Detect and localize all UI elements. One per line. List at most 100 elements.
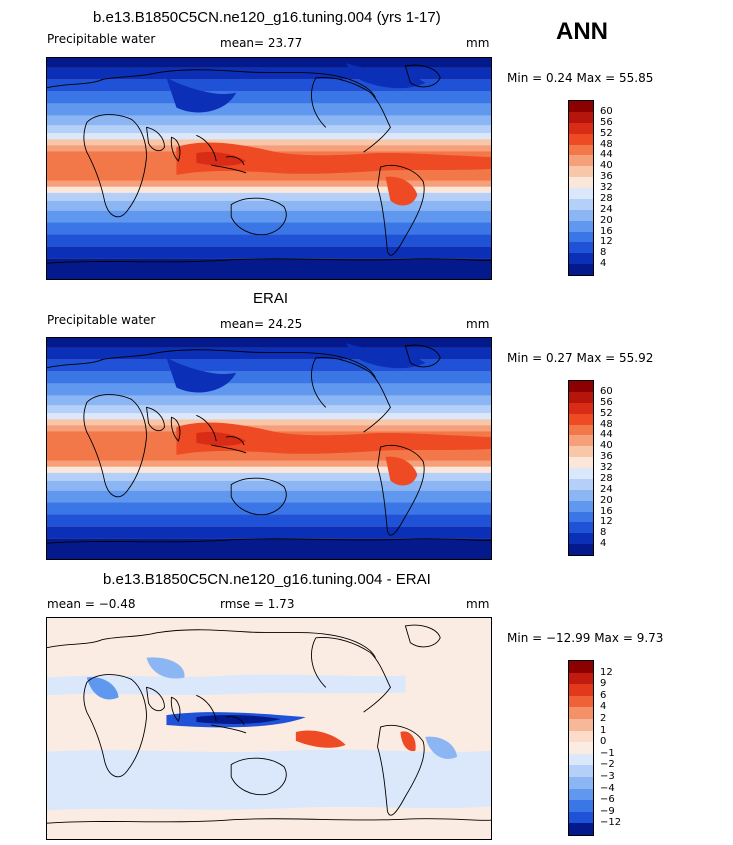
contour-band bbox=[47, 472, 491, 481]
colorbar-swatch bbox=[569, 391, 593, 403]
colorbar-tick-label: 60 bbox=[600, 385, 613, 397]
colorbar-tick-label: 12 bbox=[600, 666, 613, 678]
contour-band bbox=[47, 359, 491, 372]
colorbar-tick-label: 32 bbox=[600, 182, 613, 193]
contour-band bbox=[47, 145, 491, 152]
contour-band bbox=[47, 347, 491, 360]
colorbar-swatch bbox=[569, 788, 593, 801]
map-field-svg bbox=[47, 58, 491, 279]
colorbar-tick-label: 16 bbox=[600, 225, 613, 237]
panel-2-mean-label: mean= 24.25 bbox=[220, 317, 303, 331]
panel-2-variable-label: Precipitable water bbox=[47, 313, 156, 327]
colorbar-tick-label: 6 bbox=[600, 689, 607, 701]
colorbar-tick-label: −4 bbox=[600, 782, 615, 794]
panel-2-minmax: Min = 0.27 Max = 55.92 bbox=[507, 351, 654, 365]
colorbar-tick-label: 48 bbox=[600, 418, 613, 430]
colorbar-tick-label: 20 bbox=[600, 214, 613, 226]
contour-band bbox=[47, 79, 491, 92]
colorbar-swatch bbox=[569, 823, 593, 835]
colorbar-swatch bbox=[569, 111, 593, 123]
colorbar-swatch bbox=[569, 253, 593, 265]
contour-band bbox=[47, 405, 491, 414]
contour-band bbox=[47, 338, 491, 348]
colorbar-tick-label: 4 bbox=[600, 701, 607, 713]
colorbar-tick-label: −12 bbox=[600, 817, 622, 829]
contour-band bbox=[47, 425, 491, 432]
panel-3-rmse-label: rmse = 1.73 bbox=[220, 597, 295, 611]
panel-3-mean-label: mean = −0.48 bbox=[47, 597, 136, 611]
colorbar-tick-label: −1 bbox=[600, 747, 615, 759]
colorbar-tick-label: −3 bbox=[600, 771, 615, 782]
colorbar-tick-label: 8 bbox=[600, 527, 607, 539]
contour-band bbox=[47, 460, 491, 467]
contour-band bbox=[47, 466, 491, 473]
colorbar-tick-label: 52 bbox=[600, 407, 613, 419]
panel-2-colorbar: 60 56 52 48 44 40 36 32 28 24 20 16 12 8 4 bbox=[568, 380, 628, 556]
colorbar-tick-label: 24 bbox=[600, 483, 613, 495]
colorbar-tick-label: 48 bbox=[600, 138, 613, 150]
colorbar-swatch bbox=[569, 242, 593, 254]
panel-3-colorbar: 12 9 6 4 2 1 0 −1 −2 −3 −4 −6 −9 −12 bbox=[568, 660, 628, 836]
panel-2-title: ERAI bbox=[253, 290, 289, 307]
colorbar-swatch bbox=[569, 133, 593, 145]
map-field-svg bbox=[47, 338, 491, 559]
colorbar-tick-label: 12 bbox=[600, 516, 613, 528]
colorbar-swatch bbox=[569, 231, 593, 243]
colorbar-swatch bbox=[569, 457, 593, 468]
colorbar-swatch bbox=[569, 381, 593, 392]
colorbar-swatch bbox=[569, 753, 593, 766]
colorbar-swatch bbox=[569, 435, 593, 447]
contour-band bbox=[47, 383, 491, 396]
contour-band bbox=[47, 139, 491, 146]
contour-band bbox=[47, 413, 491, 420]
contour-band bbox=[47, 538, 491, 559]
colorbar-tick-label: 2 bbox=[600, 713, 607, 724]
contour-band bbox=[47, 246, 491, 259]
colorbar-swatch bbox=[569, 672, 593, 685]
contour-band bbox=[47, 67, 491, 80]
colorbar-tick-label: 20 bbox=[600, 494, 613, 506]
coastlines bbox=[47, 64, 491, 264]
colorbar-tick-label: 28 bbox=[600, 472, 613, 484]
colorbar-swatch bbox=[569, 776, 593, 789]
tibet-dry bbox=[166, 357, 237, 393]
colorbar-swatch bbox=[569, 500, 593, 512]
contour-band bbox=[47, 480, 491, 491]
colorbar-swatch bbox=[569, 730, 593, 743]
neg-band bbox=[47, 674, 406, 696]
contour-band bbox=[47, 210, 491, 223]
colorbar-swatch bbox=[569, 707, 593, 719]
colorbar-swatch bbox=[569, 188, 593, 199]
colorbar-swatch bbox=[569, 765, 593, 777]
colorbar-swatch bbox=[569, 413, 593, 425]
panel-1-minmax: Min = 0.24 Max = 55.85 bbox=[507, 71, 654, 85]
contour-band bbox=[47, 115, 491, 126]
diff-colorbar-swatches bbox=[568, 660, 594, 836]
panel-3-map bbox=[46, 617, 492, 840]
colorbar-tick-label: −2 bbox=[600, 759, 615, 771]
colorbar-tick-label: 56 bbox=[600, 116, 613, 128]
colorbar-tick-label: 44 bbox=[600, 149, 613, 161]
colorbar-swatch bbox=[569, 478, 593, 490]
panel-1-map bbox=[46, 57, 492, 280]
asia-deficit bbox=[146, 657, 185, 679]
colorbar-swatch bbox=[569, 144, 593, 156]
colorbar-swatch bbox=[569, 198, 593, 210]
warm-pool-core bbox=[196, 431, 247, 446]
warm-pool bbox=[176, 142, 491, 175]
colorbar-tick-label: 52 bbox=[600, 127, 613, 139]
spcz-excess bbox=[295, 730, 346, 748]
colorbar-tick-label: 40 bbox=[600, 440, 613, 452]
arctic-dry bbox=[345, 342, 426, 369]
contour-band bbox=[47, 490, 491, 503]
contour-band bbox=[47, 502, 491, 515]
colorbar-tick-label: 40 bbox=[600, 160, 613, 172]
colorbar-tick-label: 1 bbox=[600, 724, 607, 736]
coastlines bbox=[47, 344, 491, 544]
contour-band bbox=[47, 258, 491, 279]
colorbar-swatch bbox=[569, 155, 593, 167]
colorbar-swatch bbox=[569, 684, 593, 696]
colorbar-swatch bbox=[569, 122, 593, 134]
panel-2-units: mm bbox=[466, 317, 490, 331]
contour-band bbox=[47, 91, 491, 104]
